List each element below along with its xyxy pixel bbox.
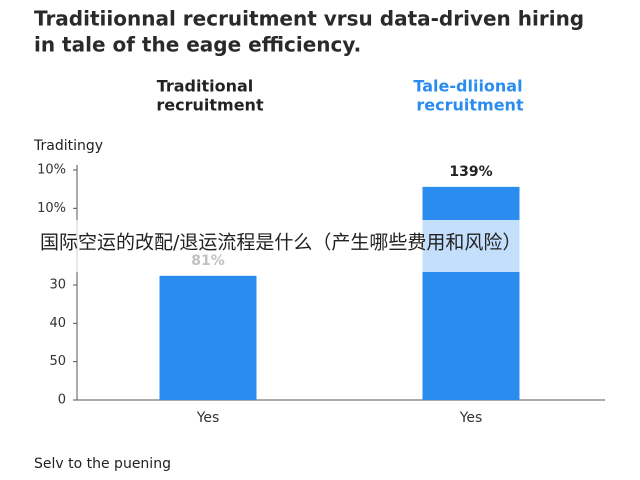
column-header: recruitment xyxy=(156,96,264,115)
x-tick-label: Yes xyxy=(196,410,220,426)
y-axis-label: Traditingy xyxy=(33,138,103,154)
column-header: Traditional xyxy=(157,77,254,96)
y-tick-label: 30 xyxy=(49,278,66,293)
overlay-band xyxy=(0,220,640,272)
column-header: Tale-dliional xyxy=(413,77,522,96)
y-tick-label: 50 xyxy=(49,354,66,369)
column-header: recruitment xyxy=(416,96,524,115)
chart-title-line2: in tale of the eage efficiency. xyxy=(34,33,361,57)
bar xyxy=(422,186,520,400)
y-tick-label: 0 xyxy=(58,393,66,408)
footer: Selv to the puening xyxy=(34,456,171,472)
bar xyxy=(159,275,257,400)
overlay-caption: 国际空运的改配/退运流程是什么（产生哪些费用和风险） xyxy=(40,232,521,254)
chart-title-line1: Traditiionnal recruitment vrsu data-driv… xyxy=(34,7,584,31)
y-tick-label: 10% xyxy=(37,201,66,216)
y-tick-label: 40 xyxy=(49,316,66,331)
data-label: 139% xyxy=(449,164,492,180)
y-tick-label: 10% xyxy=(37,163,66,178)
x-tick-label: Yes xyxy=(459,410,483,426)
